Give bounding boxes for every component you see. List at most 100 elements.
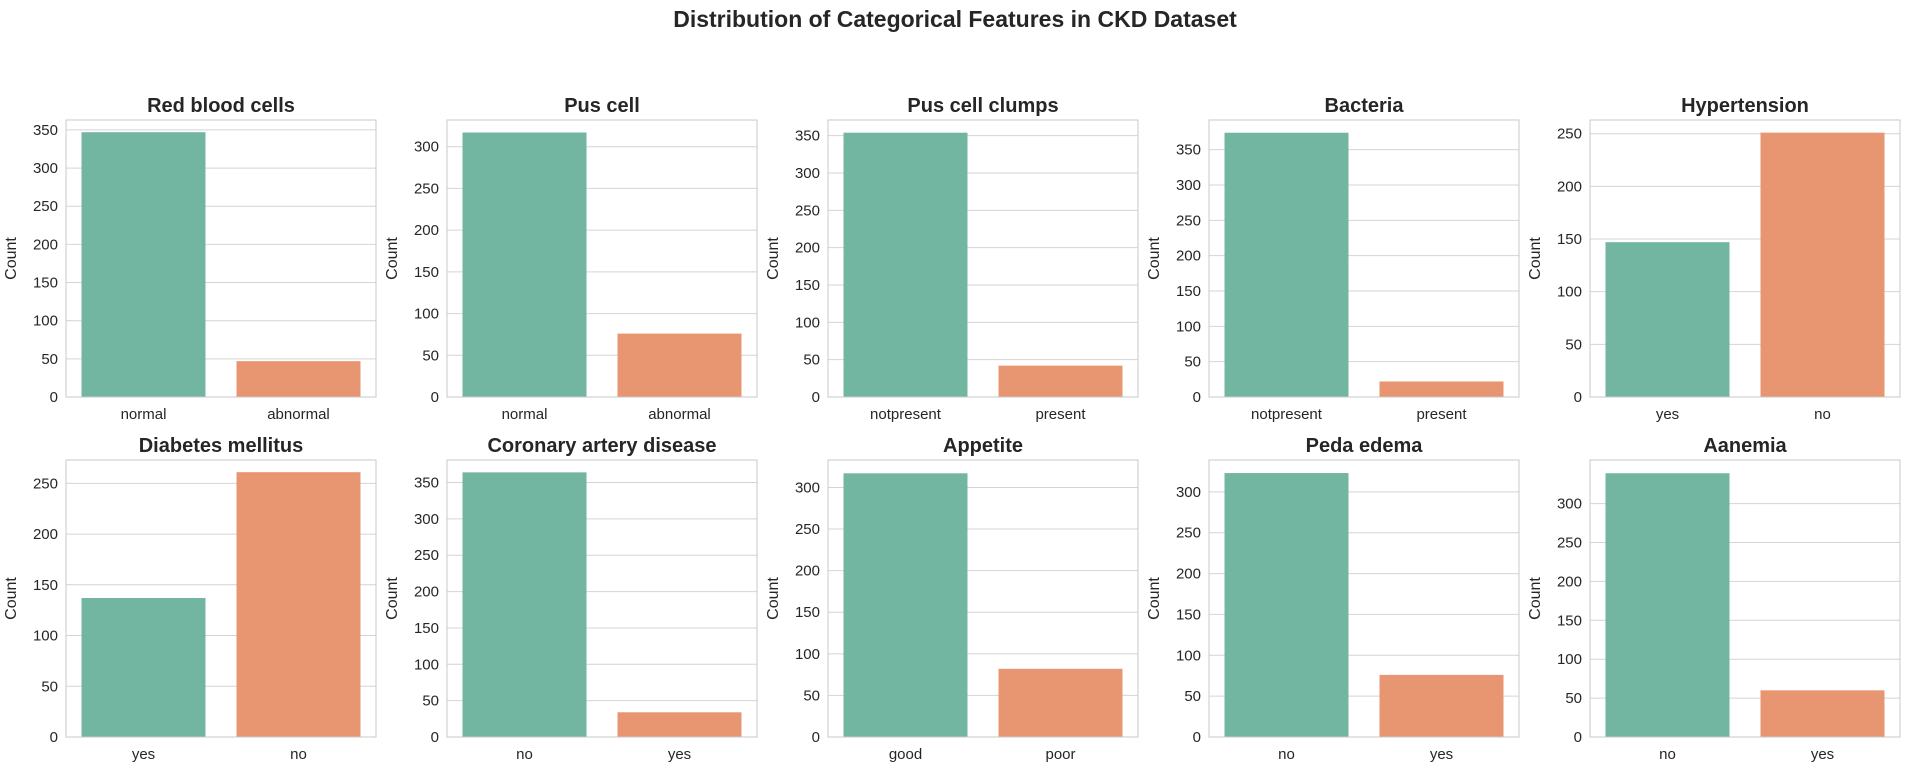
- subplot-hypertension: 0 50 100 150 200 250 yes no Hypertension Count: [1527, 95, 1901, 423]
- x-tick-label: yes: [132, 746, 155, 763]
- x-tick-label: present: [1416, 406, 1467, 423]
- y-tick-label: 300: [795, 165, 820, 182]
- subplot-bacteria: 0 50 100 150 200 250 300 350 notpresent present Ba…: [1146, 95, 1520, 423]
- y-tick-label: 100: [1176, 647, 1201, 664]
- axes-frame: [446, 459, 758, 738]
- subplot-red-blood-cells: 0 50 100 150 200 250 300 350 normal abnormal Red b…: [3, 95, 377, 423]
- y-tick-label: 50: [41, 351, 58, 368]
- y-tick-label: 200: [795, 563, 820, 580]
- y-tick-label: 0: [50, 729, 58, 746]
- x-tick-label: no: [516, 746, 533, 763]
- y-tick-label: 300: [795, 479, 820, 496]
- bar-normal: [462, 132, 587, 397]
- x-tick-label: no: [1278, 746, 1295, 763]
- y-axis-label: Count: [3, 577, 20, 620]
- y-tick-label: 350: [33, 122, 58, 139]
- bar-yes: [81, 597, 206, 737]
- bar-no: [1760, 132, 1885, 397]
- y-tick-label: 0: [1574, 389, 1582, 406]
- x-tick-label: no: [290, 746, 307, 763]
- figure-title: Distribution of Categorical Features in …: [673, 6, 1237, 32]
- y-axis-label: Count: [1146, 237, 1163, 280]
- y-tick-label: 150: [33, 577, 58, 594]
- y-tick-label: 100: [414, 306, 439, 323]
- axes-frame: [827, 459, 1139, 738]
- y-tick-label: 300: [33, 160, 58, 177]
- x-tick-label: good: [889, 746, 922, 763]
- subplot-coronary-artery-disease: 0 50 100 150 200 250 300 350 no yes Coronary arter…: [384, 435, 758, 763]
- y-tick-label: 200: [414, 222, 439, 239]
- subplot-title: Bacteria: [1325, 95, 1405, 117]
- x-tick-label: notpresent: [1251, 406, 1323, 423]
- y-tick-label: 300: [1176, 177, 1201, 194]
- y-tick-label: 50: [1184, 354, 1201, 371]
- x-tick-label: yes: [668, 746, 691, 763]
- subplot-title: Aanemia: [1703, 435, 1787, 457]
- y-tick-label: 200: [1557, 573, 1582, 590]
- subplot-diabetes-mellitus: 0 50 100 150 200 250 yes no Diabetes mellitus Cou…: [3, 435, 377, 763]
- y-tick-label: 350: [795, 128, 820, 145]
- y-tick-label: 0: [431, 729, 439, 746]
- y-tick-label: 200: [33, 236, 58, 253]
- subplot-peda-edema: 0 50 100 150 200 250 300 no yes Peda edema Count: [1146, 435, 1520, 763]
- y-tick-label: 50: [41, 678, 58, 695]
- y-tick-label: 100: [795, 314, 820, 331]
- bar-present: [998, 365, 1123, 397]
- bar-abnormal: [236, 361, 361, 397]
- y-tick-label: 50: [422, 347, 439, 364]
- subplot-pus-cell-clumps: 0 50 100 150 200 250 300 350 notpresent present Pu…: [765, 95, 1139, 423]
- bar-good: [843, 473, 968, 737]
- y-tick-label: 300: [1176, 484, 1201, 501]
- x-tick-label: normal: [121, 406, 167, 423]
- subplot-appetite: 0 50 100 150 200 250 300 good poor Appetite Count: [765, 435, 1139, 763]
- bar-yes: [1760, 690, 1885, 737]
- y-tick-label: 100: [795, 646, 820, 663]
- y-tick-label: 0: [50, 389, 58, 406]
- subplot-aanemia: 0 50 100 150 200 250 300 no yes Aanemia Count: [1527, 435, 1901, 763]
- bar-yes: [1379, 674, 1504, 737]
- y-tick-label: 100: [1557, 284, 1582, 301]
- bar-no: [1605, 473, 1730, 737]
- y-axis-label: Count: [384, 237, 401, 280]
- y-tick-label: 300: [1557, 496, 1582, 513]
- y-tick-label: 250: [414, 180, 439, 197]
- x-tick-label: no: [1814, 406, 1831, 423]
- axes-frame: [446, 119, 758, 398]
- bar-abnormal: [617, 333, 742, 397]
- y-tick-label: 150: [1557, 612, 1582, 629]
- subplot-title: Peda edema: [1306, 435, 1424, 457]
- y-tick-label: 50: [803, 687, 820, 704]
- y-tick-label: 150: [1557, 231, 1582, 248]
- axes-frame: [1589, 459, 1901, 738]
- y-tick-label: 250: [795, 202, 820, 219]
- y-tick-label: 100: [33, 628, 58, 645]
- y-axis-label: Count: [384, 577, 401, 620]
- y-tick-label: 50: [1565, 336, 1582, 353]
- y-tick-label: 250: [33, 198, 58, 215]
- bar-notpresent: [1224, 132, 1349, 397]
- y-tick-label: 150: [795, 604, 820, 621]
- x-tick-label: present: [1035, 406, 1086, 423]
- axes-frame: [1208, 119, 1520, 398]
- y-tick-label: 350: [1176, 142, 1201, 159]
- y-axis-label: Count: [1527, 237, 1544, 280]
- y-tick-label: 250: [33, 475, 58, 492]
- x-tick-label: notpresent: [870, 406, 942, 423]
- y-tick-label: 300: [414, 139, 439, 156]
- y-tick-label: 0: [431, 389, 439, 406]
- y-axis-label: Count: [1527, 577, 1544, 620]
- subplot-title: Diabetes mellitus: [139, 435, 304, 457]
- y-tick-label: 250: [1176, 212, 1201, 229]
- subplot-title: Appetite: [943, 435, 1023, 457]
- y-tick-label: 0: [1574, 729, 1582, 746]
- y-tick-label: 150: [795, 277, 820, 294]
- y-tick-label: 300: [414, 511, 439, 528]
- y-tick-label: 200: [795, 240, 820, 257]
- x-tick-label: abnormal: [648, 406, 711, 423]
- y-tick-label: 350: [414, 475, 439, 492]
- x-tick-label: normal: [502, 406, 548, 423]
- bar-no: [1224, 473, 1349, 737]
- axes-frame: [65, 459, 377, 738]
- y-tick-label: 100: [33, 313, 58, 330]
